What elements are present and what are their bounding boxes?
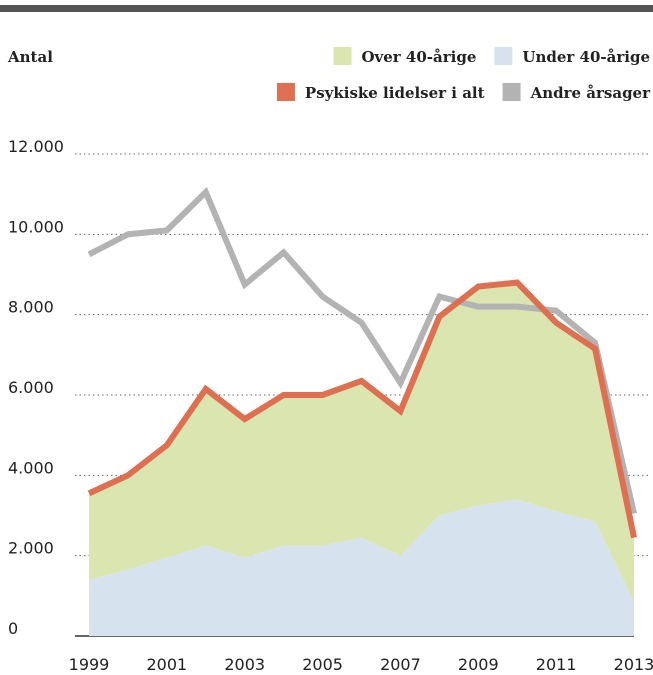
legend-label: Over 40-årige — [361, 48, 476, 66]
legend-label: Psykiske lidelser i alt — [305, 84, 485, 102]
y-axis-label: Antal — [7, 48, 53, 66]
y-tick-label: 4.000 — [8, 458, 54, 477]
x-tick-label: 2005 — [302, 655, 343, 674]
area — [89, 282, 634, 602]
legend-label: Under 40-årige — [522, 48, 650, 66]
legend-swatch — [502, 83, 521, 101]
y-tick-label: 8.000 — [8, 298, 54, 317]
y-tick-label: 2.000 — [8, 539, 54, 558]
legend-swatch — [494, 47, 513, 65]
x-tick-label: 2001 — [146, 655, 187, 674]
legend-swatch — [276, 83, 295, 101]
line — [87, 279, 637, 539]
x-tick-label: 1999 — [69, 655, 110, 674]
x-tick-label: 2013 — [614, 655, 653, 674]
top-bar — [0, 5, 653, 12]
legend-label: Andre årsager — [530, 84, 652, 102]
y-tick-label: 6.000 — [8, 378, 54, 397]
x-tick-label: 2009 — [458, 655, 499, 674]
x-tick-label: 2007 — [380, 655, 421, 674]
x-tick-label: 2011 — [536, 655, 577, 674]
y-tick-label: 0 — [8, 619, 18, 638]
y-tick-label: 10.000 — [8, 217, 64, 236]
area — [89, 499, 634, 636]
y-tick-label: 12.000 — [8, 137, 64, 156]
x-tick-label: 2003 — [224, 655, 265, 674]
legend-swatch — [333, 47, 352, 65]
